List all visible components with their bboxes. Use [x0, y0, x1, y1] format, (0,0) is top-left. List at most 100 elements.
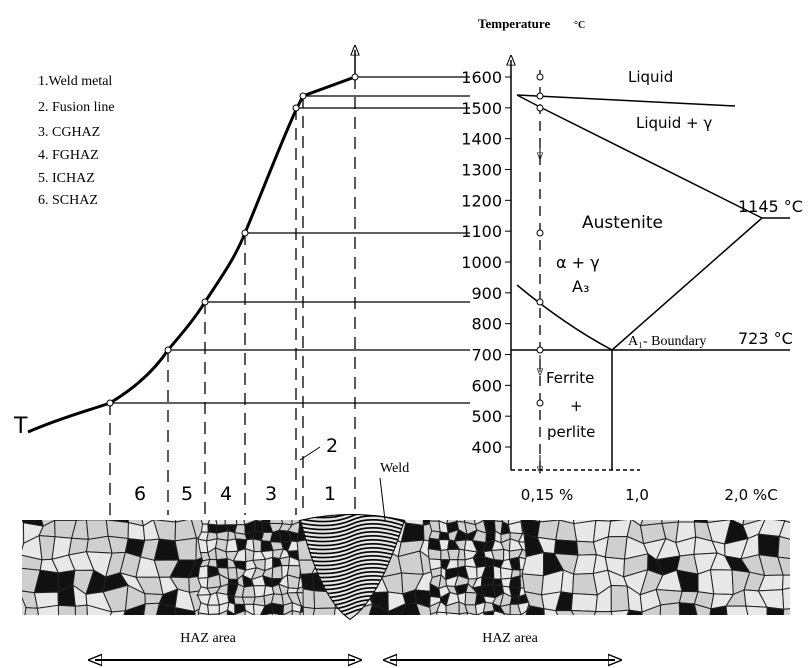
grain [484, 513, 495, 521]
grain [17, 502, 43, 526]
grain [571, 594, 597, 612]
grain [280, 557, 290, 566]
grain [759, 534, 780, 557]
grain [660, 623, 680, 642]
grain [793, 539, 811, 561]
grain [611, 610, 629, 628]
diagram: 1.Weld metal 2. Fusion line 3. CGHAZ 4. … [0, 0, 811, 668]
grain [796, 574, 811, 587]
grain [199, 621, 208, 630]
grain [574, 520, 596, 542]
grain [556, 625, 580, 642]
grain [572, 502, 596, 524]
tick-group: 1600150014001300120011001000900800700600… [461, 68, 511, 457]
phase-labels: Liquid Liquid + γ Austenite α + γ A₃ Fer… [546, 68, 803, 441]
grain [591, 623, 614, 645]
grain [760, 620, 784, 643]
x-label: 0,15 % [521, 486, 573, 504]
grain [459, 613, 467, 624]
grain [708, 625, 728, 645]
zone-label: 5 [181, 483, 193, 505]
grain [303, 607, 314, 624]
grain [660, 603, 680, 628]
grain [104, 621, 122, 642]
legend-item: 2. Fusion line [38, 100, 115, 115]
tick-label: 800 [471, 315, 502, 334]
phase-label: A₃ [572, 277, 589, 296]
grain [242, 586, 255, 597]
boundary-label: A₁- Boundary [628, 334, 706, 349]
grain [801, 603, 811, 627]
grain [69, 619, 91, 645]
grain [128, 523, 145, 541]
grain [399, 619, 424, 638]
grain [205, 505, 230, 520]
grain [427, 619, 440, 629]
grain [483, 611, 494, 623]
tick-label: 700 [471, 346, 502, 365]
grain [457, 503, 468, 516]
curve-label: T [13, 414, 28, 439]
grain [428, 503, 440, 515]
grain [216, 559, 227, 568]
grain [556, 520, 577, 541]
zone-label: 1 [324, 483, 336, 505]
grain [796, 586, 811, 608]
grain [467, 613, 477, 624]
tick-label: 1200 [461, 191, 502, 210]
tick-label: 1500 [461, 99, 502, 118]
phase-label: + [570, 397, 583, 415]
leader-line [380, 478, 385, 520]
grain [693, 622, 713, 644]
grain [641, 502, 662, 526]
grain [794, 519, 811, 540]
grain [154, 627, 179, 644]
grain [279, 620, 292, 630]
tick-label: 1300 [461, 161, 502, 180]
grain [367, 622, 388, 644]
grain [554, 540, 578, 555]
grain [574, 555, 597, 575]
grain [420, 627, 438, 645]
legend-item: 3. CGHAZ [38, 125, 100, 140]
grain [521, 502, 540, 522]
tick-label: 1000 [461, 253, 502, 272]
zone-label: 3 [265, 483, 277, 505]
x-labels: 0,15 % 1,0 2,0 %C [521, 486, 778, 504]
x-label: 2,0 %C [724, 486, 777, 504]
microstructure [17, 500, 811, 646]
grain [211, 506, 218, 517]
grain [474, 504, 484, 513]
grain [55, 505, 77, 520]
grain [500, 568, 512, 579]
haz-labels: HAZ area HAZ area [180, 631, 538, 646]
grain [527, 503, 540, 517]
tick-label: 1100 [461, 222, 502, 241]
grain [747, 625, 767, 643]
grain [519, 503, 531, 516]
grain [613, 628, 625, 645]
grain [438, 505, 450, 522]
legend-item: 6. SCHAZ [38, 193, 98, 208]
grain [428, 549, 441, 560]
grain [537, 502, 559, 522]
grain [778, 536, 794, 558]
grain [449, 623, 460, 631]
grain [253, 503, 265, 516]
grain [673, 622, 698, 642]
grain [215, 515, 225, 525]
grain [509, 503, 522, 514]
grain [272, 566, 282, 579]
grain [303, 589, 315, 609]
grain [775, 620, 802, 639]
grain [605, 537, 627, 560]
grain [710, 570, 733, 595]
grain [429, 515, 440, 521]
temperature-label: 723 °C [738, 329, 793, 348]
haz-label: HAZ area [482, 631, 538, 646]
zone-labels: 6 5 4 3 1 2 [134, 435, 338, 505]
legend-item: 4. FGHAZ [38, 148, 99, 163]
grain [75, 605, 88, 624]
grain [611, 585, 629, 611]
grain [138, 623, 163, 640]
